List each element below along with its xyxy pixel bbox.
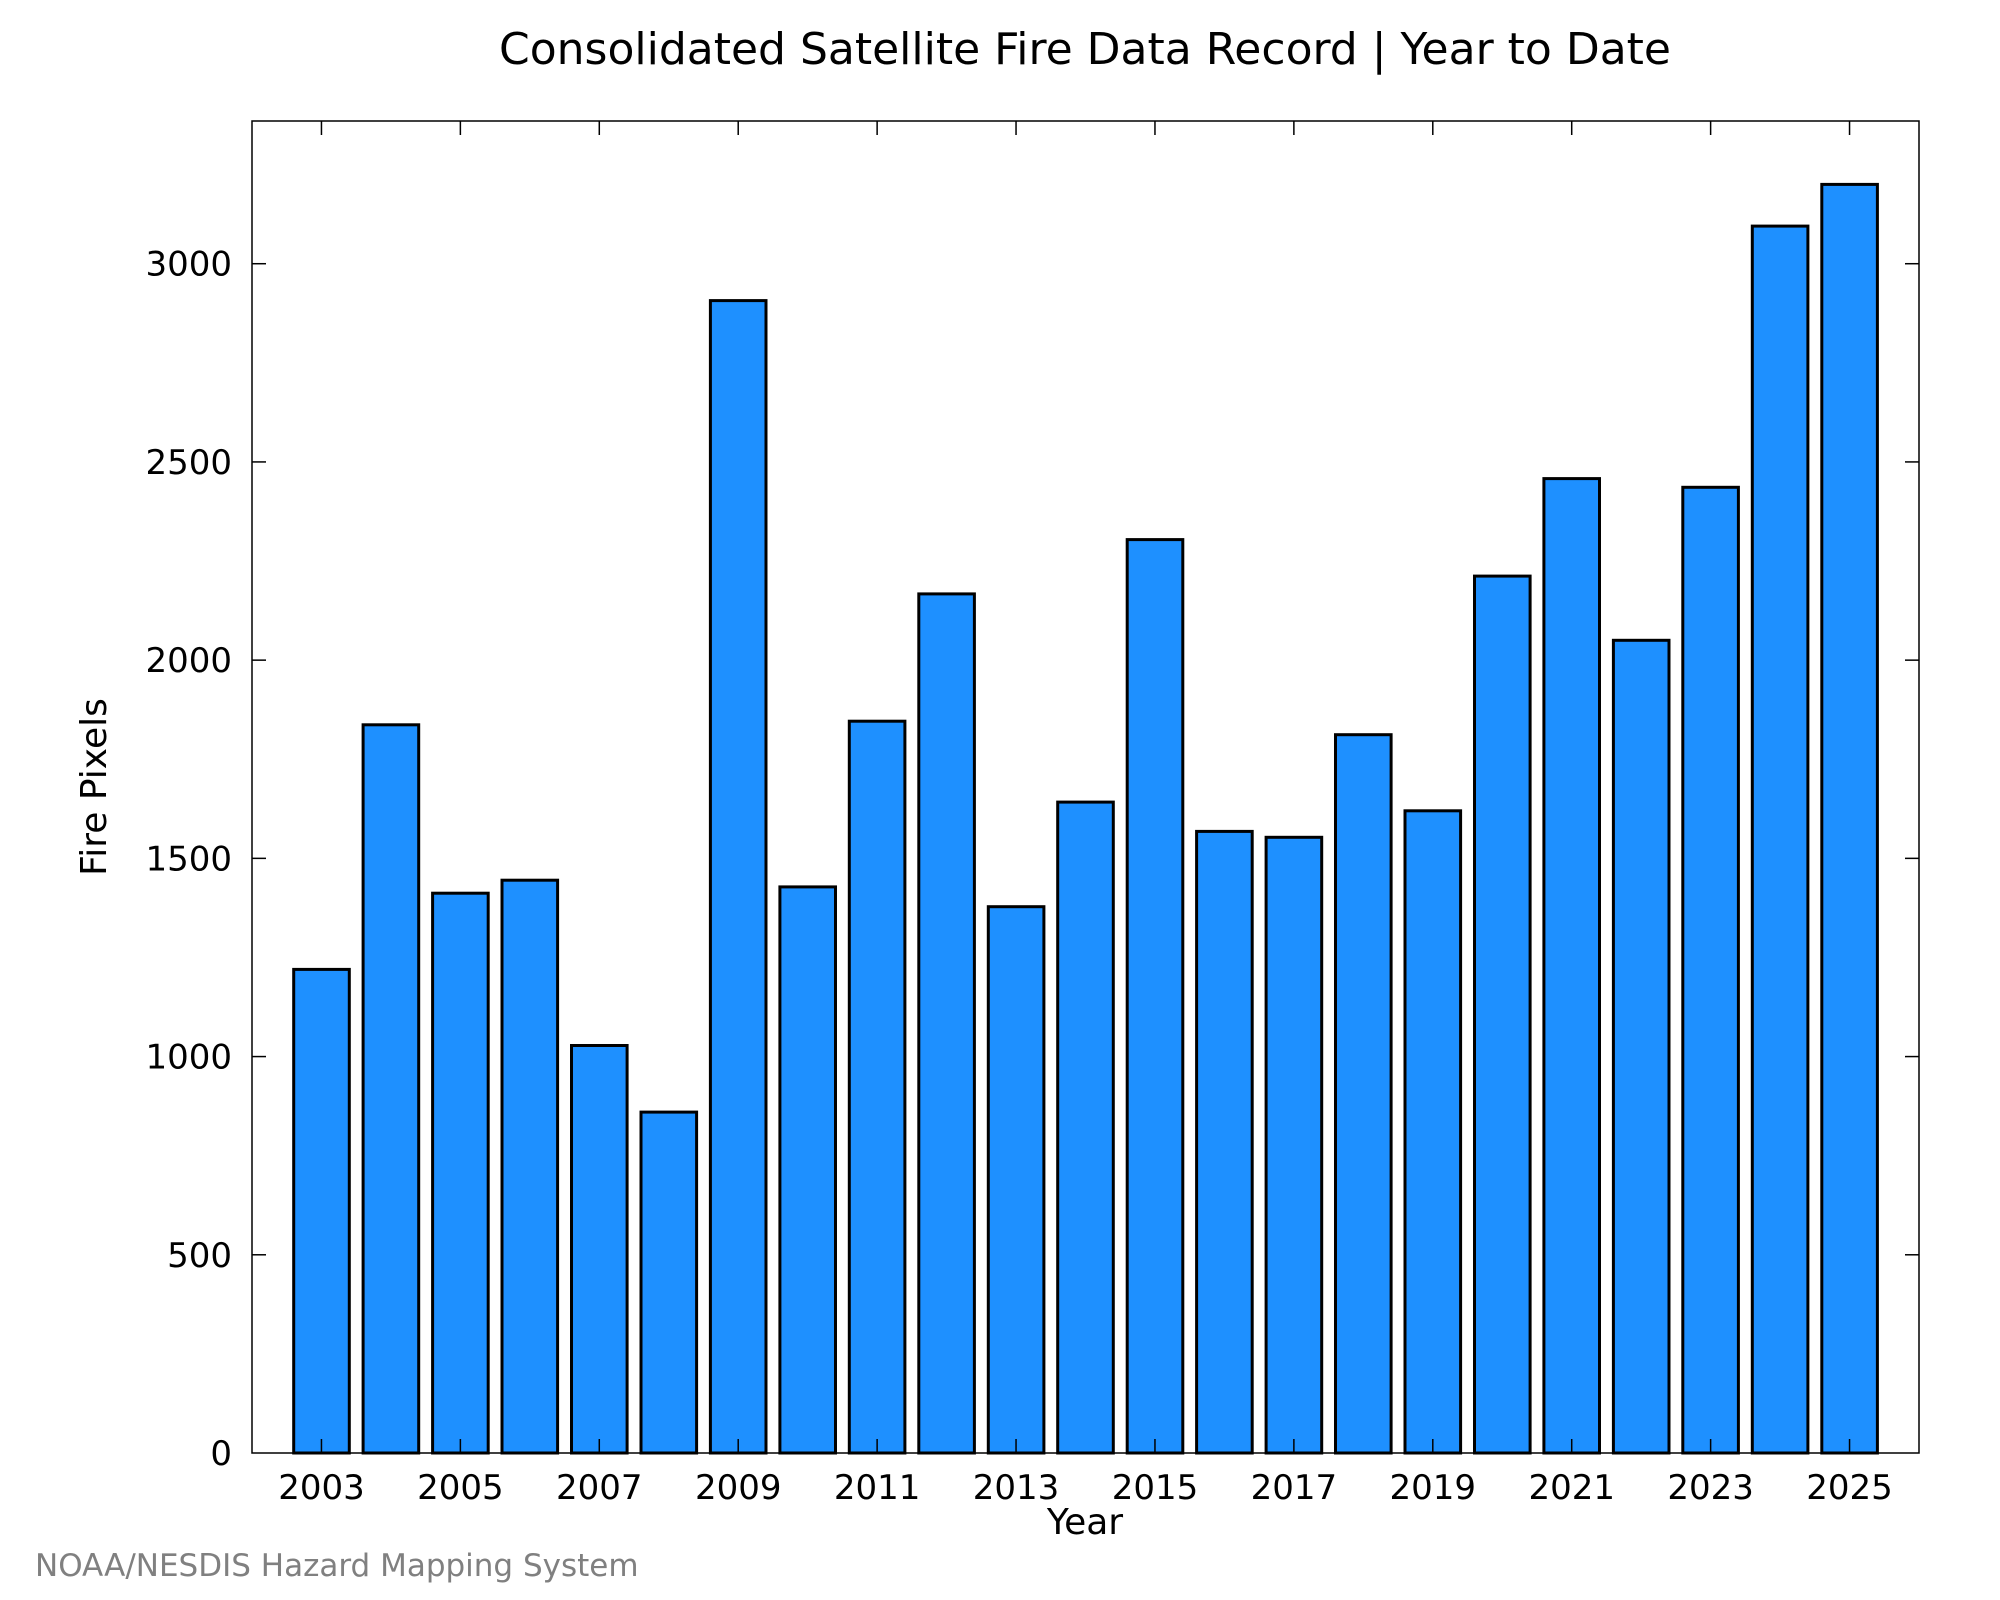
bar-2014 [1056, 800, 1115, 1455]
bar-2020 [1473, 574, 1532, 1455]
x-axis-ticks: 2003 2005 2007 2009 2011 2013 2015 2017 2019 2021… [278, 121, 1893, 1508]
bar-2010 [778, 885, 838, 1455]
bar-2019 [1403, 809, 1463, 1455]
bar-2013 [986, 905, 1046, 1455]
bar-2003 [292, 967, 351, 1455]
bar-2005 [431, 891, 490, 1455]
x-tick-label-2011: 2011 [834, 1468, 921, 1508]
source-credit: NOAA/NESDIS Hazard Mapping System [35, 1548, 639, 1584]
x-tick-label-2025: 2025 [1806, 1468, 1893, 1508]
y-axis-ticks: 0 500 1000 1500 2000 2500 3000 [145, 245, 1919, 1474]
bar-2017 [1264, 835, 1324, 1455]
x-tick-label-2021: 2021 [1528, 1468, 1615, 1508]
x-axis-label: Year [1046, 1502, 1123, 1543]
bar-2008 [639, 1110, 699, 1455]
x-tick-label-2023: 2023 [1667, 1468, 1754, 1508]
bar-2021 [1542, 477, 1602, 1455]
bar-2024 [1750, 224, 1810, 1455]
y-tick-label-2500: 2500 [145, 443, 232, 483]
chart-title: Consolidated Satellite Fire Data Record … [499, 24, 1671, 75]
bar-2007 [570, 1044, 629, 1455]
bar-2012 [917, 592, 976, 1455]
bar-2006 [500, 878, 560, 1455]
bar-2011 [847, 719, 907, 1455]
bar-2009 [708, 299, 768, 1455]
bar-2018 [1334, 733, 1393, 1455]
y-tick-label-500: 500 [167, 1236, 232, 1276]
bars-layer [292, 182, 1879, 1455]
bar-2022 [1611, 638, 1671, 1455]
bar-2025 [1820, 182, 1879, 1455]
x-tick-label-2005: 2005 [417, 1468, 504, 1508]
x-tick-label-2019: 2019 [1390, 1468, 1477, 1508]
x-tick-label-2009: 2009 [695, 1468, 782, 1508]
x-tick-label-2007: 2007 [556, 1468, 643, 1508]
y-tick-label-3000: 3000 [145, 245, 232, 285]
bar-2004 [361, 723, 421, 1455]
y-tick-label-1000: 1000 [145, 1038, 232, 1078]
x-tick-label-2017: 2017 [1251, 1468, 1338, 1508]
bar-2015 [1125, 538, 1185, 1455]
y-tick-label-0: 0 [210, 1434, 232, 1474]
bar-2023 [1681, 485, 1740, 1455]
y-tick-label-2000: 2000 [145, 641, 232, 681]
y-axis-label: Fire Pixels [74, 698, 115, 876]
x-tick-label-2013: 2013 [973, 1468, 1060, 1508]
x-tick-label-2003: 2003 [278, 1468, 365, 1508]
y-tick-label-1500: 1500 [145, 839, 232, 879]
bar-2016 [1195, 829, 1254, 1455]
x-tick-label-2015: 2015 [1112, 1468, 1199, 1508]
